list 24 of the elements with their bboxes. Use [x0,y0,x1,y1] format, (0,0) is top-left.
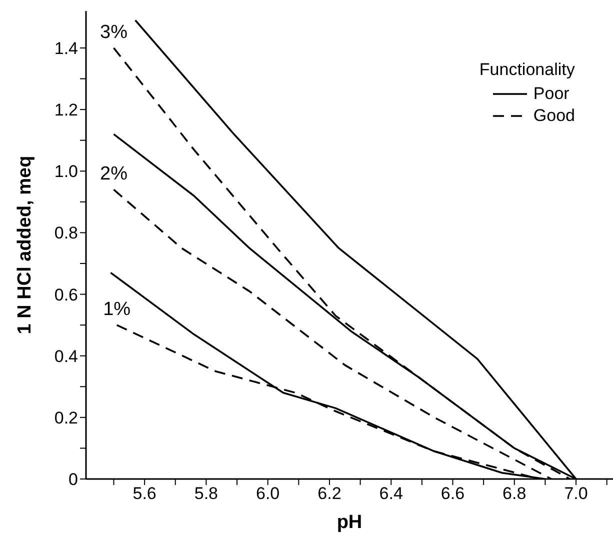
annotation: 1% [103,299,131,320]
y-tick-label: 1.2 [54,100,78,120]
annotation: 2% [100,164,128,185]
y-tick-label: 1.4 [54,38,78,58]
x-tick-label: 7.0 [564,484,588,504]
y-tick-label: 0 [68,470,78,490]
x-tick-label: 6.6 [440,484,465,504]
y-tick-label: 1.0 [54,162,78,182]
y-axis-title: 1 N HCl added, meq [14,156,36,334]
legend-label: Poor [533,84,570,104]
x-axis-title: pH [336,512,362,533]
x-tick-label: 6.2 [318,484,342,504]
legend-title: Functionality [479,60,575,80]
legend-label: Good [533,106,575,126]
x-tick-label: 6.0 [256,484,280,504]
x-tick-label: 5.6 [132,484,156,504]
y-tick-label: 0.4 [54,346,78,366]
x-tick-label: 6.8 [502,484,526,504]
annotation: 3% [100,22,128,43]
y-tick-label: 0.8 [54,224,78,243]
y-tick-label: 0.2 [54,408,78,428]
x-tick-label: 6.4 [379,484,403,504]
y-tick-label: 0.6 [54,285,78,304]
x-tick-label: 5.8 [194,484,218,504]
